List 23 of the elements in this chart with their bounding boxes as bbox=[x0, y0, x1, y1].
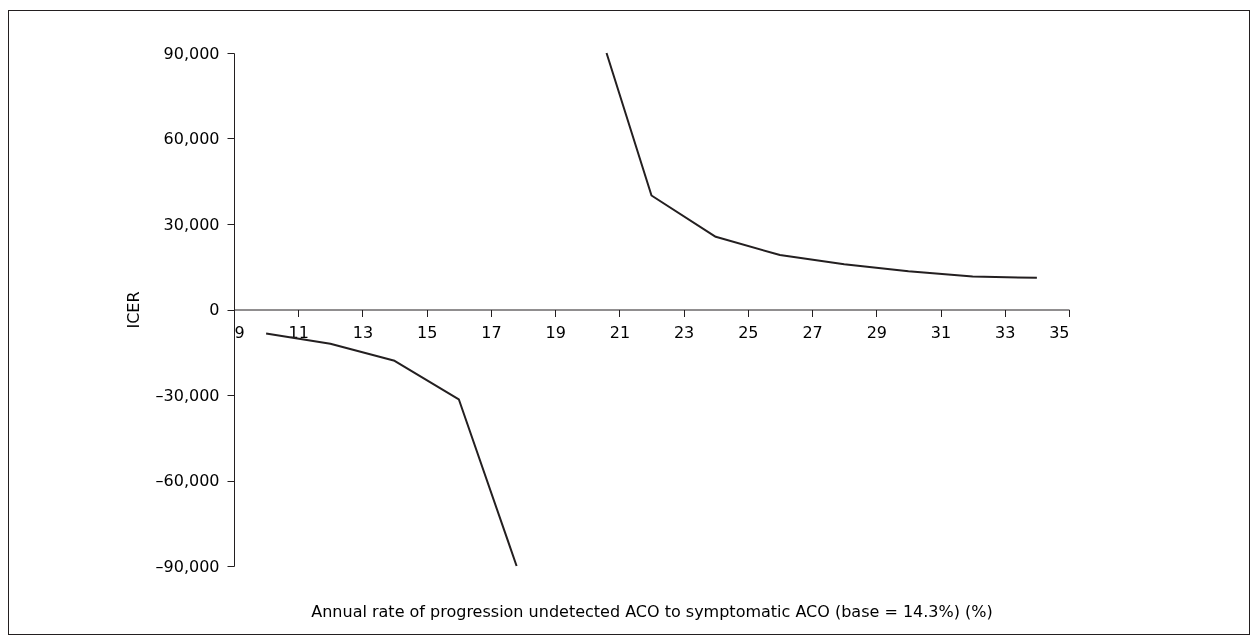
y-tick-label: 60,000 bbox=[163, 129, 220, 148]
line-series bbox=[605, 52, 1038, 279]
x-tick-label: 21 bbox=[609, 323, 631, 342]
x-tick-label: 15 bbox=[417, 323, 438, 342]
y-tick-label: –30,000 bbox=[155, 385, 220, 405]
x-tick-label: 17 bbox=[481, 323, 502, 342]
x-tick-label: 27 bbox=[802, 323, 823, 342]
x-tick-label: 31 bbox=[930, 323, 952, 342]
x-tick-label: 19 bbox=[545, 323, 566, 342]
x-tick-label: 33 bbox=[995, 323, 1016, 342]
x-tick-label: 35 bbox=[1049, 323, 1070, 342]
y-tick-label: –90,000 bbox=[155, 556, 220, 576]
y-tick-label: 30,000 bbox=[163, 214, 220, 234]
y-axis-title: ICER bbox=[123, 291, 143, 329]
x-axis-title: Annual rate of progression undetected ACO to symptomatic ACO (base = 14.3%) (%) bbox=[311, 601, 993, 621]
x-tick-label: 13 bbox=[352, 323, 374, 342]
y-tick-label: –60,000 bbox=[155, 471, 220, 490]
x-tick-label: 9 bbox=[234, 323, 245, 342]
x-tick-label: 23 bbox=[673, 323, 695, 342]
y-tick-label: 0 bbox=[209, 300, 220, 319]
x-tick-label: 25 bbox=[738, 323, 759, 342]
y-tick-label: 90,000 bbox=[163, 43, 220, 63]
x-tick-label: 29 bbox=[866, 323, 887, 342]
